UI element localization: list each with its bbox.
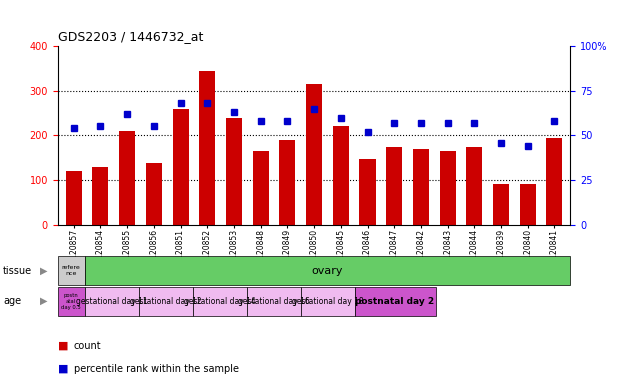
Bar <box>253 151 269 225</box>
Text: refere
nce: refere nce <box>62 265 81 276</box>
Text: ▶: ▶ <box>40 265 48 276</box>
Text: tissue: tissue <box>3 265 32 276</box>
Bar <box>440 151 456 225</box>
Text: age: age <box>3 296 21 306</box>
Text: ■: ■ <box>58 364 68 374</box>
Text: gestational day 18: gestational day 18 <box>292 297 363 306</box>
Bar <box>119 131 135 225</box>
Bar <box>520 184 536 225</box>
Bar <box>92 167 108 225</box>
Bar <box>247 287 301 316</box>
Bar <box>226 118 242 225</box>
Text: postnatal day 2: postnatal day 2 <box>356 297 435 306</box>
Bar <box>306 84 322 225</box>
Text: gestational day 14: gestational day 14 <box>184 297 256 306</box>
Bar <box>58 287 85 316</box>
Bar <box>199 71 215 225</box>
Text: ovary: ovary <box>312 265 344 276</box>
Text: count: count <box>74 341 101 351</box>
Text: percentile rank within the sample: percentile rank within the sample <box>74 364 238 374</box>
Text: postn
atal
day 0.5: postn atal day 0.5 <box>62 293 81 310</box>
Text: gestational day 16: gestational day 16 <box>238 297 310 306</box>
Bar <box>301 287 354 316</box>
Bar <box>172 109 188 225</box>
Bar <box>193 287 247 316</box>
Text: ▶: ▶ <box>40 296 48 306</box>
Text: gestational day 12: gestational day 12 <box>130 297 201 306</box>
Bar <box>546 137 563 225</box>
Bar <box>354 287 435 316</box>
Text: gestational day 11: gestational day 11 <box>76 297 147 306</box>
Bar <box>333 126 349 225</box>
Bar <box>58 256 85 285</box>
Bar <box>279 140 296 225</box>
Bar <box>65 171 81 225</box>
Text: GDS2203 / 1446732_at: GDS2203 / 1446732_at <box>58 30 203 43</box>
Bar <box>413 149 429 225</box>
Bar <box>138 287 193 316</box>
Bar <box>146 163 162 225</box>
Bar <box>386 147 402 225</box>
Bar <box>360 159 376 225</box>
Bar <box>85 287 138 316</box>
Text: ■: ■ <box>58 341 68 351</box>
Bar <box>493 184 509 225</box>
Bar <box>466 147 482 225</box>
